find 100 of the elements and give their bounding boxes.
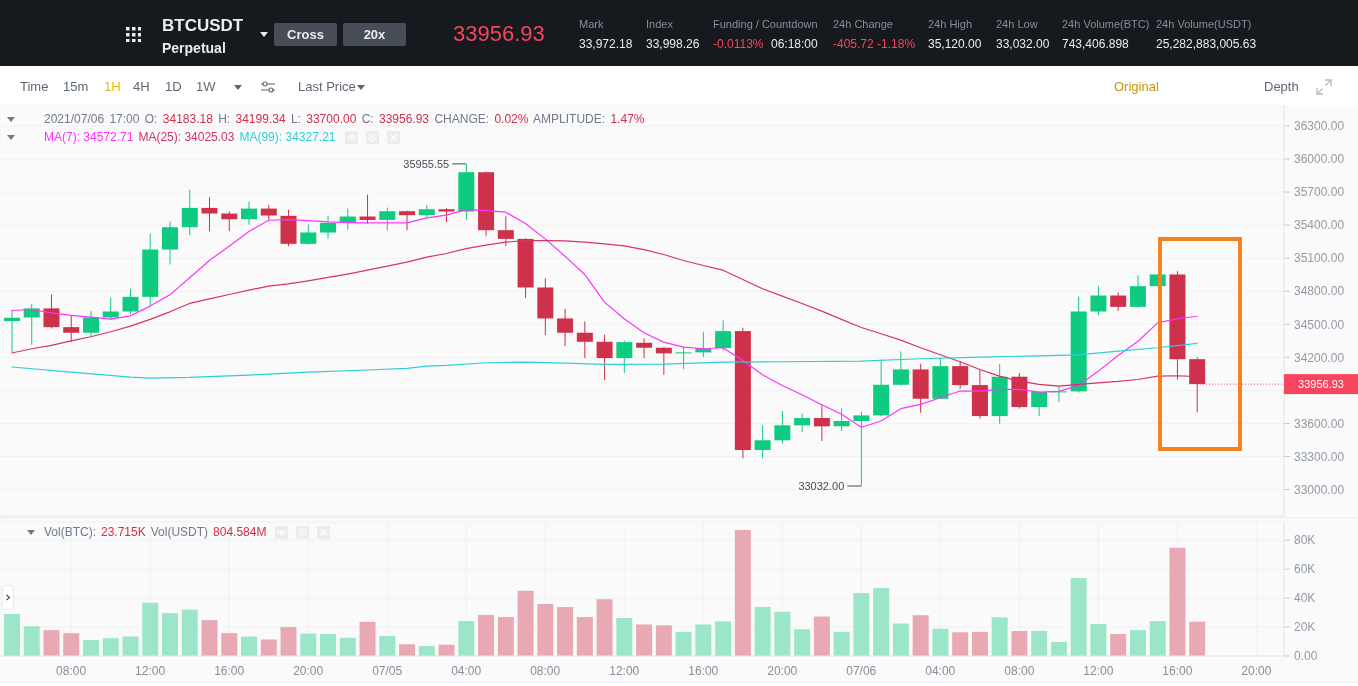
bar: [320, 634, 337, 656]
candlestick: [3, 310, 20, 353]
text: 06:18:00: [771, 36, 818, 51]
candlestick: [794, 413, 811, 433]
text: 1H: [104, 79, 121, 94]
bar: [102, 638, 119, 656]
candlestick: [596, 334, 613, 381]
bar: [1129, 630, 1146, 656]
candlestick: [774, 410, 791, 445]
annotation: 33032.00: [798, 480, 845, 493]
candlestick: [1031, 390, 1048, 417]
text: MA(7): 34572.71: [44, 130, 134, 144]
candlestick: [952, 360, 969, 390]
annotation: 33956.93: [1298, 378, 1344, 391]
candlestick: [497, 215, 514, 247]
y-tick-label: 20K: [1294, 620, 1316, 635]
bar: [734, 530, 751, 656]
y-tick-label: 34200.00: [1294, 350, 1345, 365]
candlestick: [1090, 285, 1107, 316]
bar: [1169, 547, 1186, 656]
bar: [359, 621, 376, 656]
text: 2021/07/06 17:00 O: 34183.18 H: 34199.34 L: 33700.00 C: 33956.93 CHANGE: 0.02% AMPLITUDE: 1.47%: [44, 112, 645, 126]
candlestick: [675, 346, 692, 370]
bar: [1011, 630, 1028, 656]
text: Original: [1114, 79, 1159, 94]
x-tick-label: 04:00: [925, 663, 956, 678]
y-tick-label: 35100.00: [1294, 251, 1345, 266]
bar: [833, 631, 850, 656]
candlestick: [43, 294, 60, 329]
text: Cross: [287, 26, 324, 42]
bar: [616, 617, 633, 656]
text: 24h High: [928, 18, 973, 30]
bar: [280, 627, 297, 656]
candlestick: [63, 315, 80, 343]
bar: [221, 633, 238, 656]
bar: [1070, 578, 1087, 656]
y-tick-label: 35700.00: [1294, 185, 1345, 200]
bar: [379, 636, 396, 656]
bar: [715, 621, 732, 656]
bar: [82, 639, 99, 656]
candlestick: [320, 215, 337, 240]
annotation: 35955.55: [403, 157, 450, 170]
bar: [794, 629, 811, 656]
x-tick-label: 20:00: [1241, 663, 1272, 678]
bar: [892, 623, 909, 656]
bar: [537, 604, 554, 656]
candlestick: [557, 308, 574, 347]
bar: [655, 625, 672, 656]
bar: [853, 592, 870, 656]
text: 15m: [63, 79, 89, 94]
candlestick: [379, 207, 396, 231]
x-tick-label: 08:00: [530, 663, 561, 678]
text: Perpetual: [162, 40, 226, 56]
line-series: [11, 342, 1198, 379]
text: Depth: [1264, 79, 1299, 94]
y-tick-label: 33600.00: [1294, 416, 1345, 431]
bar: [23, 626, 40, 656]
bar: [517, 590, 534, 656]
bar: [596, 599, 613, 656]
text: Funding / Countdown: [713, 18, 818, 30]
candlestick: [162, 221, 179, 266]
candlestick: [853, 411, 870, 487]
line-series: [11, 208, 1198, 428]
text: MA(99): 34327.21: [239, 130, 336, 144]
chart-subtitle: Vol(BTC): 23.715K Vol(USDT) 804.584M: [44, 525, 267, 540]
x-tick-label: 20:00: [293, 663, 324, 678]
x-tick-label: 12:00: [1083, 663, 1114, 678]
text: -0.0113%: [713, 36, 764, 51]
candlestick: [813, 404, 830, 442]
candlestick: [892, 350, 909, 386]
x-tick-label: 20:00: [767, 663, 798, 678]
text: 1D: [165, 79, 182, 94]
text: 33,032.00: [996, 36, 1050, 51]
bar: [399, 644, 416, 656]
y-tick-label: 34500.00: [1294, 317, 1345, 332]
candlestick: [715, 319, 732, 352]
bar: [201, 620, 218, 656]
text: Index: [646, 18, 673, 30]
bar: [43, 630, 60, 656]
bar: [873, 587, 890, 656]
x-tick-label: 07/05: [372, 663, 403, 678]
candlestick: [181, 189, 198, 236]
bar: [122, 636, 139, 656]
text: 24h Change: [833, 18, 893, 30]
bar: [3, 614, 20, 656]
y-tick-label: 33300.00: [1294, 449, 1345, 464]
text: Mark: [579, 18, 604, 30]
text: 25,282,883,005.63: [1156, 36, 1257, 51]
y-tick-label: 40K: [1294, 591, 1316, 606]
y-tick-label: 0.00: [1294, 649, 1318, 664]
bar: [1031, 630, 1048, 656]
bar: [181, 609, 198, 656]
bar: [418, 646, 435, 656]
bar: [557, 607, 574, 656]
bar: [497, 617, 514, 656]
bar: [1050, 641, 1067, 656]
bar: [695, 624, 712, 656]
bar: [339, 637, 356, 656]
y-tick-label: 35400.00: [1294, 218, 1345, 233]
text: 35,120.00: [928, 36, 982, 51]
